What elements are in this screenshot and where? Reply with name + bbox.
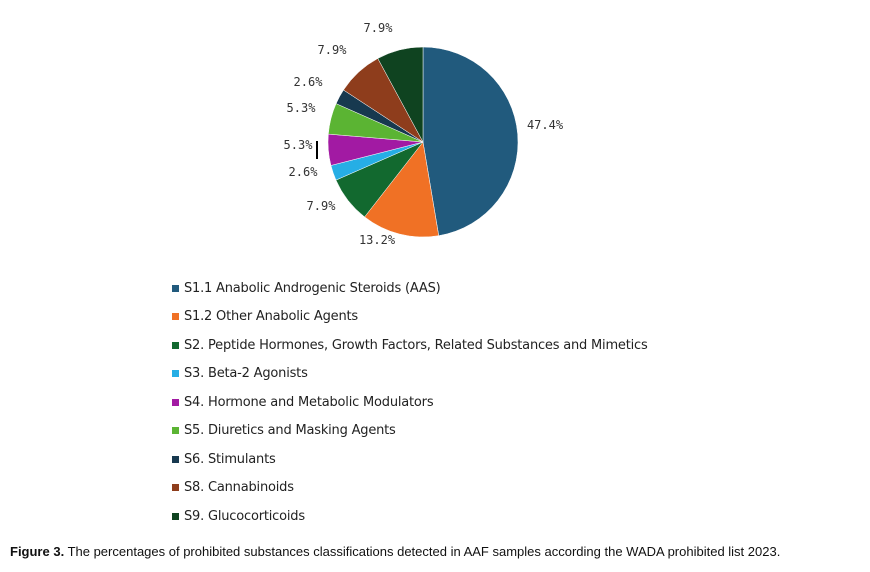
slice-value-label: 7.9%	[307, 199, 337, 213]
legend-label: S6. Stimulants	[184, 451, 276, 467]
slice-value-label: 5.3%	[284, 138, 314, 152]
label-marker	[316, 141, 318, 159]
slice-value-label: 47.4%	[527, 118, 564, 132]
slice-value-label: 5.3%	[287, 101, 317, 115]
legend-label: S8. Cannabinoids	[184, 480, 294, 496]
legend-item: S3. Beta-2 Agonists	[172, 360, 648, 389]
legend-label: S1.1 Anabolic Androgenic Steroids (AAS)	[184, 280, 441, 296]
caption-label: Figure 3.	[10, 544, 65, 559]
pie-chart: 47.4% 13.2% 7.9% 2.6% 5.3% 5.3% 2.6% 7.9% 7.9%	[284, 21, 564, 247]
legend-swatch	[172, 370, 179, 378]
pie-slices	[327, 46, 519, 238]
legend-swatch	[172, 284, 179, 292]
legend-item: S1.1 Anabolic Androgenic Steroids (AAS)	[172, 274, 648, 303]
legend-label: S2. Peptide Hormones, Growth Factors, Re…	[184, 337, 648, 353]
slice-value-label: 13.2%	[359, 233, 396, 247]
legend-label: S1.2 Other Anabolic Agents	[184, 309, 358, 325]
legend-label: S5. Diuretics and Masking Agents	[184, 423, 396, 439]
slice-value-label: 7.9%	[364, 21, 394, 35]
legend-label: S4. Hormone and Metabolic Modulators	[184, 394, 434, 410]
slice-value-label: 2.6%	[294, 75, 324, 89]
pie-labels: 47.4% 13.2% 7.9% 2.6% 5.3% 5.3% 2.6% 7.9% 7.9%	[284, 21, 564, 247]
legend-swatch	[172, 455, 179, 463]
pie-slice	[364, 141, 440, 238]
legend-swatch	[172, 512, 179, 520]
legend-label: S9. Glucocorticoids	[184, 508, 305, 524]
figure-caption: Figure 3. The percentages of prohibited …	[10, 544, 780, 559]
legend-swatch	[172, 313, 179, 321]
legend-swatch	[172, 398, 179, 406]
legend: S1.1 Anabolic Androgenic Steroids (AAS) S…	[172, 274, 648, 531]
legend-item: S6. Stimulants	[172, 445, 648, 474]
legend-item: S2. Peptide Hormones, Growth Factors, Re…	[172, 331, 648, 360]
legend-label: S3. Beta-2 Agonists	[184, 366, 308, 382]
legend-item: S5. Diuretics and Masking Agents	[172, 417, 648, 446]
pie-slice	[377, 46, 424, 143]
legend-item: S1.2 Other Anabolic Agents	[172, 303, 648, 332]
legend-item: S4. Hormone and Metabolic Modulators	[172, 388, 648, 417]
caption-text: The percentages of prohibited substances…	[64, 544, 781, 559]
slice-value-label: 7.9%	[318, 43, 348, 57]
legend-swatch	[172, 341, 179, 349]
legend-item: S9. Glucocorticoids	[172, 502, 648, 531]
slice-value-label: 2.6%	[289, 165, 319, 179]
legend-swatch	[172, 427, 179, 435]
legend-swatch	[172, 484, 179, 492]
legend-item: S8. Cannabinoids	[172, 474, 648, 503]
pie-slice	[422, 46, 519, 236]
